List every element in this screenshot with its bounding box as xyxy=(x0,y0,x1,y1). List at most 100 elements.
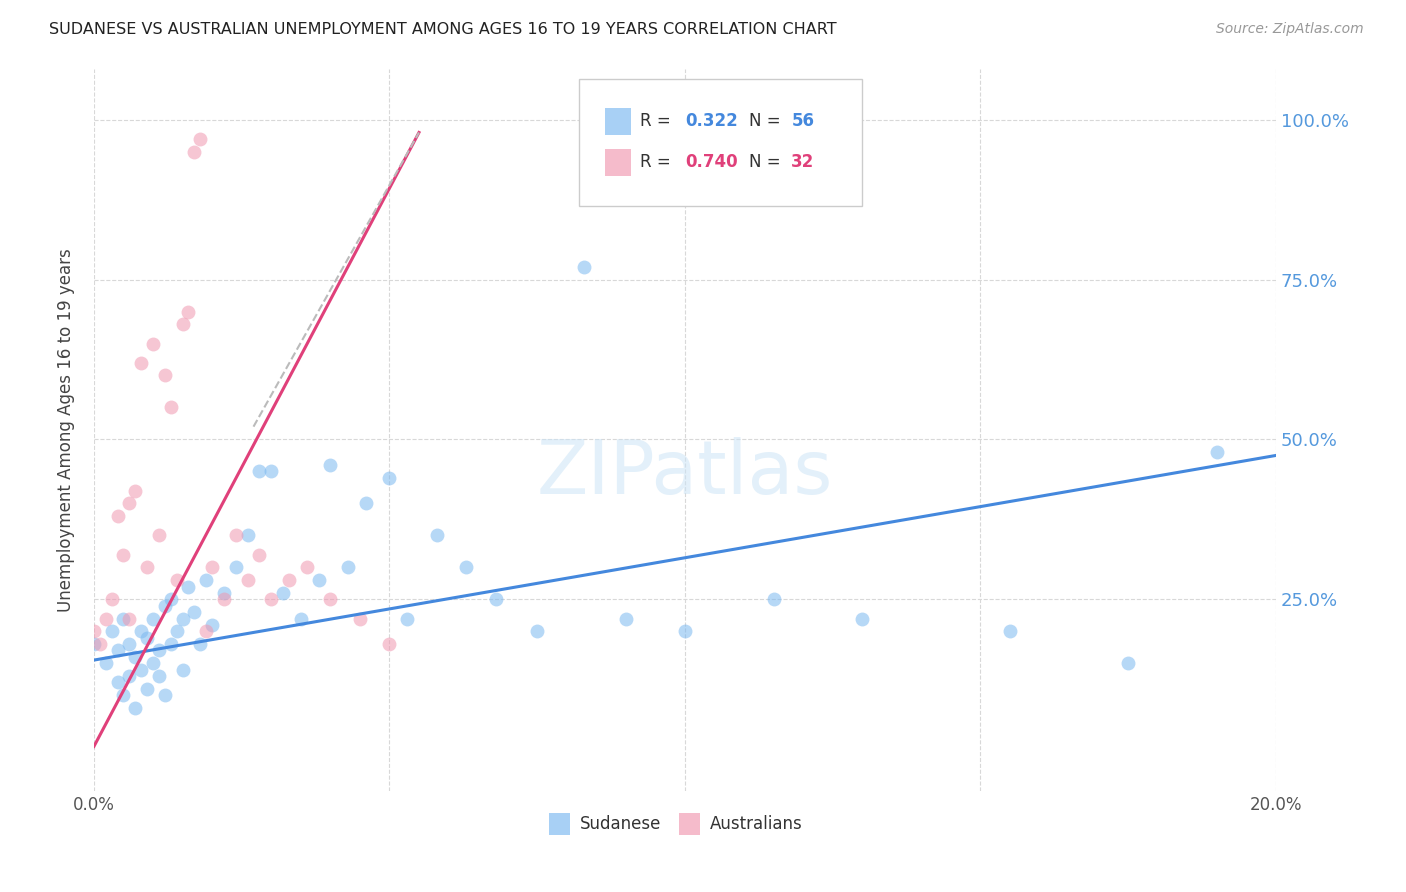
Point xyxy=(998,624,1021,639)
Point xyxy=(308,573,330,587)
Point xyxy=(83,637,105,651)
Text: R =: R = xyxy=(640,153,676,171)
Text: N =: N = xyxy=(749,112,786,130)
Point xyxy=(426,528,449,542)
Point xyxy=(153,599,176,613)
Point xyxy=(112,611,135,625)
Point xyxy=(183,145,205,159)
Bar xyxy=(605,149,630,177)
Point xyxy=(118,637,141,651)
Point xyxy=(354,496,377,510)
Point xyxy=(249,548,271,562)
Point xyxy=(337,560,360,574)
FancyBboxPatch shape xyxy=(578,79,862,206)
Point xyxy=(278,573,301,587)
Text: SUDANESE VS AUSTRALIAN UNEMPLOYMENT AMONG AGES 16 TO 19 YEARS CORRELATION CHART: SUDANESE VS AUSTRALIAN UNEMPLOYMENT AMON… xyxy=(49,22,837,37)
Point xyxy=(177,304,200,318)
Text: R =: R = xyxy=(640,112,676,130)
Point xyxy=(107,509,129,524)
Point xyxy=(94,657,117,671)
Point xyxy=(172,663,194,677)
Point xyxy=(136,681,159,696)
Point xyxy=(236,528,259,542)
Point xyxy=(188,132,211,146)
Point xyxy=(212,592,235,607)
Point xyxy=(673,624,696,639)
Text: Sudanese: Sudanese xyxy=(579,814,661,833)
Point xyxy=(129,624,152,639)
Point xyxy=(201,560,224,574)
Bar xyxy=(548,813,571,835)
Point xyxy=(614,611,637,625)
Text: N =: N = xyxy=(749,153,786,171)
Point xyxy=(142,657,165,671)
Point xyxy=(100,624,122,639)
Point xyxy=(319,458,342,472)
Point xyxy=(249,465,271,479)
Point xyxy=(260,592,283,607)
Point xyxy=(159,637,181,651)
Point xyxy=(172,611,194,625)
Point xyxy=(142,611,165,625)
Point xyxy=(172,318,194,332)
Point xyxy=(136,560,159,574)
Text: 0.322: 0.322 xyxy=(685,112,738,130)
Point xyxy=(89,637,111,651)
Text: Source: ZipAtlas.com: Source: ZipAtlas.com xyxy=(1216,22,1364,37)
Point xyxy=(212,586,235,600)
Point xyxy=(396,611,419,625)
Point xyxy=(851,611,873,625)
Y-axis label: Unemployment Among Ages 16 to 19 years: Unemployment Among Ages 16 to 19 years xyxy=(58,248,75,612)
Point xyxy=(118,611,141,625)
Point xyxy=(485,592,508,607)
Point xyxy=(319,592,342,607)
Bar xyxy=(605,108,630,135)
Point xyxy=(107,643,129,657)
Point xyxy=(225,528,247,542)
Point xyxy=(526,624,548,639)
Point xyxy=(118,669,141,683)
Point xyxy=(290,611,312,625)
Point xyxy=(183,605,205,619)
Point xyxy=(1116,657,1139,671)
Point xyxy=(153,368,176,383)
Point xyxy=(225,560,247,574)
Point xyxy=(762,592,785,607)
Point xyxy=(112,548,135,562)
Point xyxy=(124,649,146,664)
Point xyxy=(124,483,146,498)
Point xyxy=(94,611,117,625)
Point xyxy=(118,496,141,510)
Point xyxy=(271,586,294,600)
Text: Australians: Australians xyxy=(710,814,803,833)
Point xyxy=(136,631,159,645)
Point xyxy=(195,624,218,639)
Point xyxy=(83,624,105,639)
Point xyxy=(124,701,146,715)
Point xyxy=(236,573,259,587)
Text: ZIPatlas: ZIPatlas xyxy=(537,437,834,509)
Point xyxy=(166,573,188,587)
Point xyxy=(574,260,596,274)
Point xyxy=(148,669,170,683)
Point xyxy=(349,611,371,625)
Point xyxy=(112,688,135,702)
Point xyxy=(188,637,211,651)
Bar xyxy=(679,813,700,835)
Point xyxy=(159,401,181,415)
Point xyxy=(195,573,218,587)
Point xyxy=(129,663,152,677)
Point xyxy=(159,592,181,607)
Text: 32: 32 xyxy=(792,153,814,171)
Point xyxy=(100,592,122,607)
Point xyxy=(378,471,401,485)
Point xyxy=(295,560,318,574)
Point xyxy=(378,637,401,651)
Point xyxy=(1205,445,1227,459)
Point xyxy=(107,675,129,690)
Point xyxy=(142,336,165,351)
Point xyxy=(153,688,176,702)
Point xyxy=(166,624,188,639)
Point xyxy=(129,356,152,370)
Text: 0.740: 0.740 xyxy=(685,153,738,171)
